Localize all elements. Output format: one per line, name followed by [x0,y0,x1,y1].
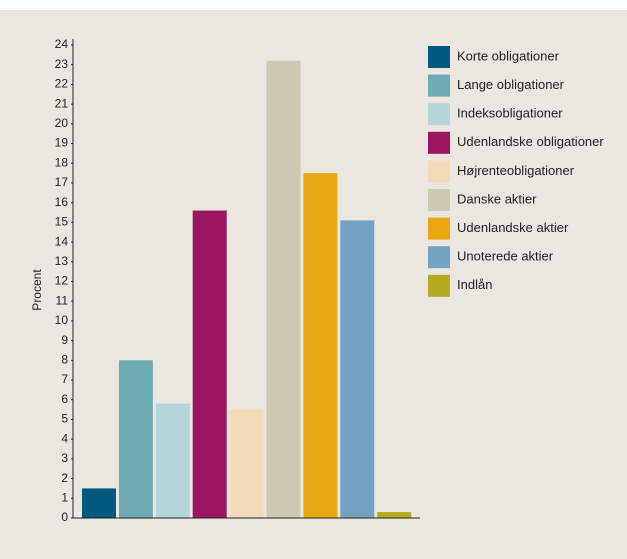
bar [118,360,153,518]
y-tick-label: 10 [55,313,69,327]
legend-label: Danske aktier [457,191,537,206]
y-tick-label: 17 [55,175,69,189]
y-tick-label: 23 [55,57,69,71]
y-tick-label: 22 [55,77,69,91]
legend-swatch [428,274,450,297]
legend-swatch [428,189,450,211]
y-tick-label: 21 [55,96,69,110]
y-tick-label: 3 [61,451,68,465]
y-tick-label: 12 [55,274,69,288]
bar [340,220,375,518]
y-tick-label: 0 [61,510,68,524]
legend-swatch [428,246,450,269]
bar [377,512,412,518]
y-tick-label: 24 [55,37,69,51]
y-tick-label: 9 [61,333,68,347]
y-tick-label: 13 [55,254,69,268]
y-tick-label: 18 [55,155,69,169]
y-tick-label: 16 [55,195,69,209]
y-tick-label: 19 [55,136,69,150]
bar [229,409,264,518]
legend-swatch [428,131,450,154]
legend-swatch [428,74,450,97]
legend-label: Korte obligationer [457,48,560,63]
y-tick-label: 2 [61,471,68,485]
legend-label: Udenlandske aktier [457,220,569,235]
y-tick-label: 11 [56,293,69,307]
y-tick-label: 1 [61,490,68,504]
legend-label: Lange obligationer [457,77,565,92]
y-axis-label: Procent [30,269,44,311]
y-tick-label: 8 [61,353,68,367]
legend: Korte obligationer Lange obligationer Inde… [428,46,604,297]
bar [82,488,116,518]
bar [155,403,190,518]
legend-label: Indeksobligationer [457,106,563,121]
legend-swatch [428,160,450,183]
y-tick-label: 5 [61,412,68,426]
bar [303,173,338,518]
legend-swatch [428,217,450,240]
bar [192,210,227,519]
y-tick-label: 4 [61,431,68,445]
y-tick-label: 7 [61,372,68,386]
y-tick-label: 14 [55,234,69,248]
legend-label: Højrenteobligationer [457,163,575,178]
legend-label: Unoterede aktier [457,249,554,264]
y-tick-label: 6 [61,392,68,406]
bar [266,60,301,519]
y-tick-label: 20 [55,116,69,130]
legend-swatch [428,46,450,68]
legend-label: Udenlandske obligationer [457,134,604,149]
legend-swatch [428,103,450,126]
legend-label: Indlån [457,277,492,292]
y-tick-label: 15 [55,215,69,229]
